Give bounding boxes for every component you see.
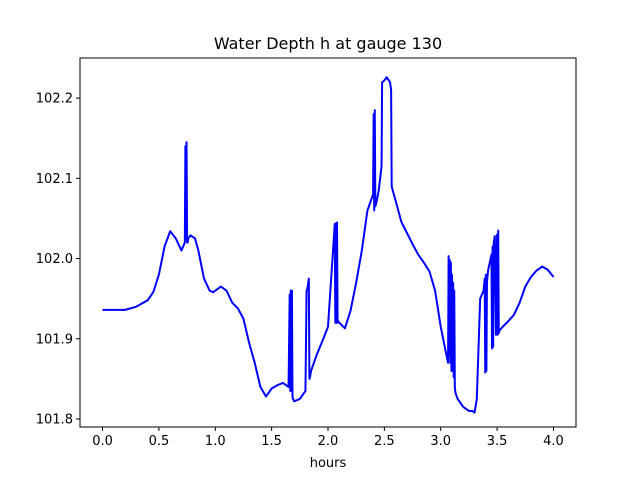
- x-tick-label: 0.5: [149, 434, 170, 449]
- y-tick-label: 102.1: [36, 172, 73, 187]
- x-axis-label: hours: [310, 456, 347, 471]
- plot-area: 0.0 0.5 1.0 1.5 2.0 2.5 3.0 3.5 4.0 101.8 101.9 102…: [36, 57, 577, 449]
- x-tick-label: 3.5: [487, 434, 508, 449]
- x-tick-label: 1.5: [261, 434, 282, 449]
- series-line-0: [102, 76, 555, 414]
- x-tick-label: 1.0: [205, 434, 226, 449]
- x-tick-label: 4.0: [543, 434, 564, 449]
- y-tick-label: 102.0: [36, 252, 73, 267]
- x-tick-label: 2.0: [318, 434, 339, 449]
- y-tick-label: 101.9: [36, 332, 73, 347]
- y-tick-label: 102.2: [36, 92, 73, 107]
- x-tick-label: 3.0: [430, 434, 451, 449]
- chart-title: Water Depth h at gauge 130: [214, 34, 442, 53]
- x-tick-label: 0.0: [92, 434, 113, 449]
- y-tick-label: 101.8: [36, 412, 73, 427]
- x-tick-label: 2.5: [374, 434, 395, 449]
